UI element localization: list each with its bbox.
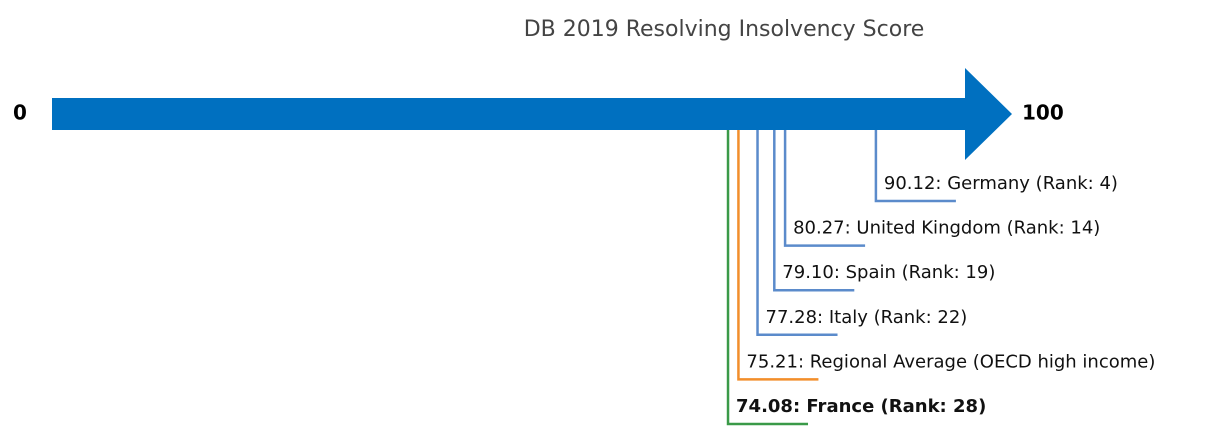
x-tick-label: 100 [1022,101,1064,125]
value-label: 90.12: Germany (Rank: 4) [884,173,1118,194]
axis-arrow [52,68,1012,160]
value-label: 74.08: France (Rank: 28) [736,396,986,417]
value-label: 79.10: Spain (Rank: 19) [782,262,995,283]
leader-line [874,130,956,203]
value-label: 77.28: Italy (Rank: 22) [766,307,968,328]
leader-line [726,130,809,426]
leader-line [737,130,819,381]
leader-line [756,130,838,337]
leader-line [773,130,855,292]
value-label: 75.21: Regional Average (OECD high incom… [746,351,1155,372]
chart-title: DB 2019 Resolving Insolvency Score [524,17,925,42]
x-tick-label: 0 [13,101,27,125]
leader-line [783,130,866,247]
value-label: 80.27: United Kingdom (Rank: 14) [793,218,1100,239]
